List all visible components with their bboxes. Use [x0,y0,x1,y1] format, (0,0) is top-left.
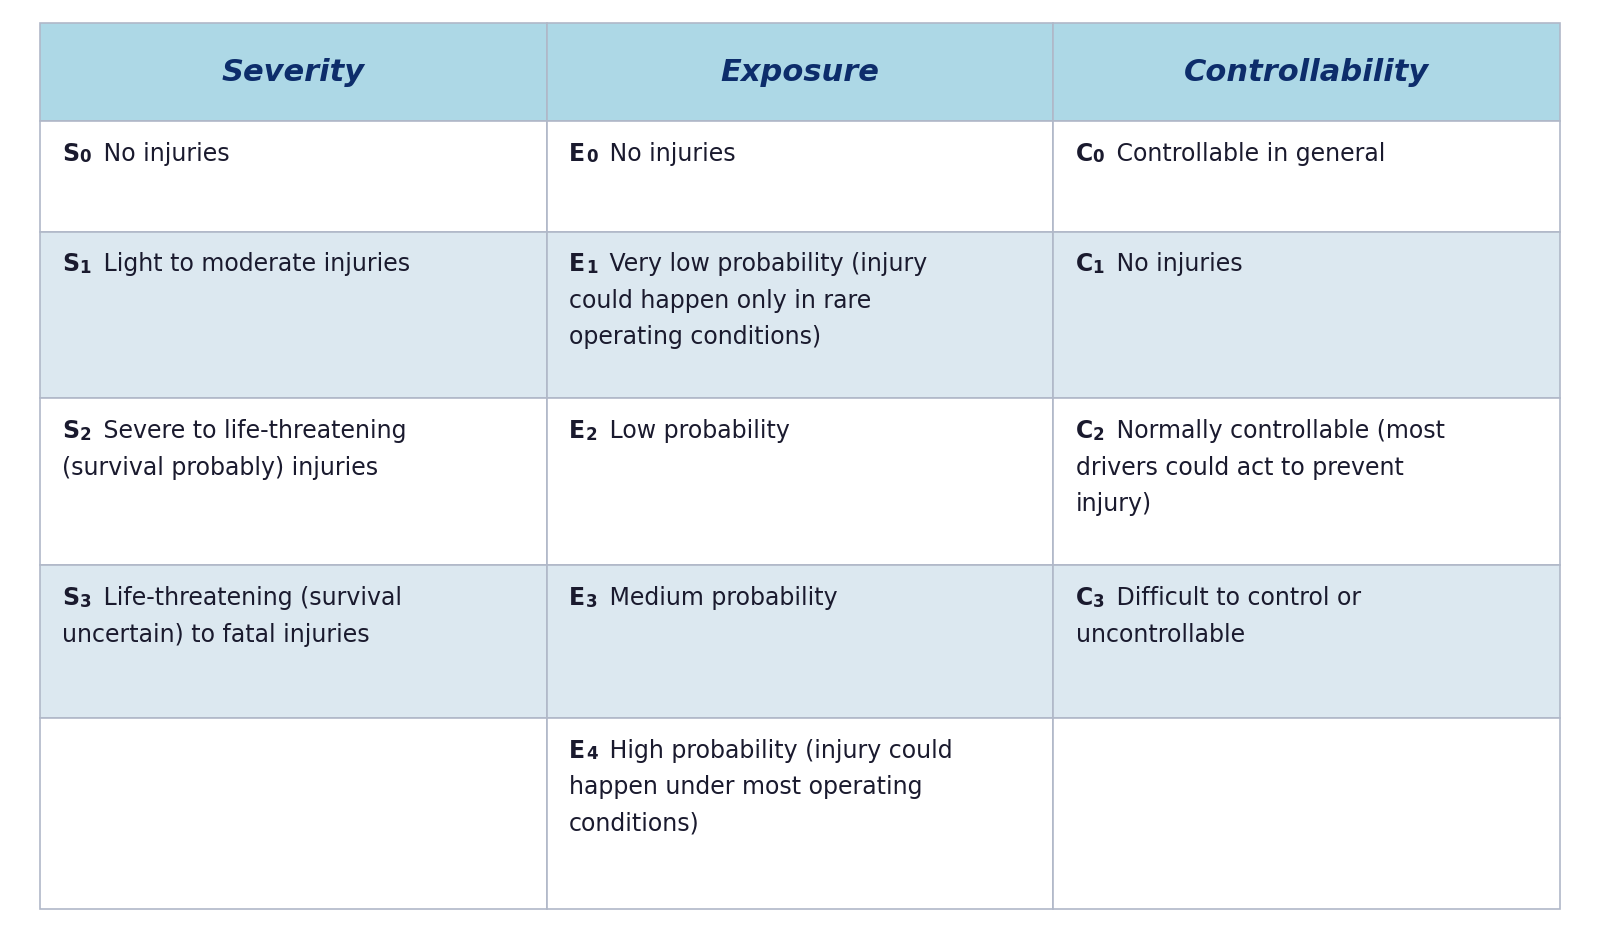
Text: Very low probability (injury: Very low probability (injury [602,252,928,276]
Text: Controllability: Controllability [1184,58,1429,87]
Text: could happen only in rare: could happen only in rare [570,289,872,312]
Bar [40,23,547,121]
Bar [40,718,547,909]
Text: 1: 1 [586,258,597,277]
Text: Difficult to control or: Difficult to control or [1109,586,1362,610]
Text: happen under most operating: happen under most operating [570,775,923,799]
Text: Exposure: Exposure [720,58,880,87]
Bar [1053,566,1560,718]
Text: 0: 0 [1093,148,1104,166]
Bar [40,121,547,231]
Bar [547,23,1053,121]
Bar [547,718,1053,909]
Text: C: C [1075,419,1093,443]
Text: Light to moderate injuries: Light to moderate injuries [96,252,410,276]
Bar [547,121,1053,231]
Text: No injuries: No injuries [1109,252,1243,276]
Text: 1: 1 [1093,258,1104,277]
Text: 3: 3 [586,593,598,610]
Text: 2: 2 [1093,426,1104,444]
Text: operating conditions): operating conditions) [570,325,821,350]
Text: Medium probability: Medium probability [602,586,838,610]
Text: 0: 0 [586,148,597,166]
Text: 1: 1 [80,258,91,277]
Text: S: S [62,142,80,166]
Text: 3: 3 [80,593,91,610]
Bar [40,231,547,399]
Text: No injuries: No injuries [602,142,736,166]
Bar [1053,718,1560,909]
Text: S: S [62,419,80,443]
Text: 2: 2 [586,426,598,444]
Text: Severe to life-threatening: Severe to life-threatening [96,419,406,443]
Bar [547,566,1053,718]
Bar [1053,121,1560,231]
Text: Low probability: Low probability [602,419,790,443]
Text: C: C [1075,252,1093,276]
Text: E: E [570,252,586,276]
Bar [1053,231,1560,399]
Text: uncontrollable: uncontrollable [1075,623,1245,647]
Bar [1053,23,1560,121]
Text: 4: 4 [586,745,598,763]
Text: Controllable in general: Controllable in general [1109,142,1386,166]
Text: High probability (injury could: High probability (injury could [602,738,954,762]
Text: C: C [1075,586,1093,610]
Text: (survival probably) injuries: (survival probably) injuries [62,456,379,480]
Text: E: E [570,419,586,443]
Text: No injuries: No injuries [96,142,229,166]
Text: E: E [570,738,586,762]
Text: E: E [570,586,586,610]
Bar [40,399,547,566]
Text: 0: 0 [80,148,91,166]
Bar [40,566,547,718]
Text: uncertain) to fatal injuries: uncertain) to fatal injuries [62,623,370,647]
Text: 2: 2 [80,426,91,444]
Text: E: E [570,142,586,166]
Bar [547,399,1053,566]
Text: conditions): conditions) [570,812,699,836]
Text: Severity: Severity [222,58,365,87]
Text: C: C [1075,142,1093,166]
Text: Life-threatening (survival: Life-threatening (survival [96,586,402,610]
Text: Normally controllable (most: Normally controllable (most [1109,419,1445,443]
Text: S: S [62,586,80,610]
Text: injury): injury) [1075,492,1152,516]
Text: 3: 3 [1093,593,1104,610]
Text: S: S [62,252,80,276]
Bar [547,231,1053,399]
Bar [1053,399,1560,566]
Text: drivers could act to prevent: drivers could act to prevent [1075,456,1403,480]
